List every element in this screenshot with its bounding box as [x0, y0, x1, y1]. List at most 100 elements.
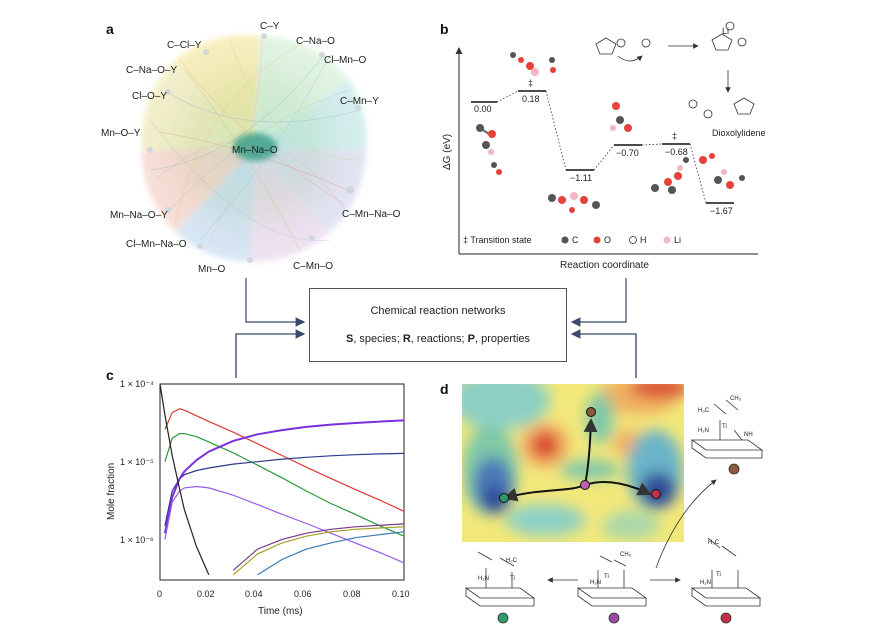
panel-c: c 1 × 10⁻⁴ 1 × 10⁻⁵ 1 × 10⁻⁶ 0 0.02 0.04…: [106, 367, 410, 617]
crn-r-text: , reactions;: [410, 333, 468, 345]
y-tick-1: 1 × 10⁻⁵: [120, 457, 154, 467]
legend-h: H: [640, 235, 647, 245]
legend-li-swatch: [663, 236, 671, 244]
node-label-7: Mn–O–Y: [101, 128, 141, 139]
node-label-10: Mn–O: [198, 264, 225, 275]
dioxolylidene-label: Dioxolylidene: [712, 128, 766, 138]
node-label-11: C–Mn–O: [293, 261, 333, 272]
molecule-5: [699, 153, 745, 189]
x-axis-label: Reaction coordinate: [560, 260, 649, 271]
crn-p: P: [467, 333, 475, 345]
network-node-dots: [147, 33, 361, 263]
molecule-0: [476, 124, 502, 175]
panel-a-letter: a: [106, 21, 114, 37]
panel-b: b ΔG (eV) Reaction coordinate 0.00 0.18 …: [440, 21, 766, 271]
x-tick-1: 0.02: [197, 589, 215, 599]
crn-s-text: , species;: [353, 333, 403, 345]
plot-y-label: Mole fraction: [106, 463, 117, 520]
panel-d-letter: d: [440, 381, 449, 397]
legend-o-swatch: [593, 236, 601, 244]
surface-structures: [464, 399, 764, 607]
chem-h3c-brown: H₃C: [698, 408, 710, 414]
energy-levels: [471, 90, 734, 204]
surface-brown: [690, 399, 764, 459]
level-5-label: −1.67: [710, 206, 733, 216]
crn-s: S: [345, 333, 354, 345]
legend-h-swatch: [629, 236, 637, 244]
ts-mark-2: ‡: [672, 131, 677, 141]
crn-r: R: [402, 333, 411, 345]
scheme-products: [688, 97, 755, 119]
ts-mark-1: ‡: [528, 78, 533, 88]
panel-b-letter: b: [440, 21, 449, 37]
central-cluster: [233, 133, 277, 161]
x-tick-3: 0.06: [294, 589, 312, 599]
chem-ti-purple: Ti: [604, 574, 609, 580]
level-4-label: −0.68: [665, 147, 688, 157]
crn-title: Chemical reaction networks: [370, 305, 506, 317]
level-0-label: 0.00: [474, 104, 492, 114]
site-purple-badge: [608, 612, 620, 624]
crn-p-text: , properties: [475, 333, 531, 345]
surface-purple: [576, 555, 648, 607]
scheme-reactants: [595, 37, 651, 62]
legend-li: Li: [674, 235, 681, 245]
node-label-center: Mn–Na–O: [232, 145, 278, 156]
surface-red: [690, 537, 762, 607]
x-tick-4: 0.08: [343, 589, 361, 599]
node-label-12: C–Mn–Na–O: [342, 209, 401, 220]
molecule-4: [651, 157, 689, 194]
y-axis-label: ΔG (eV): [442, 134, 453, 170]
level-3-label: −0.70: [616, 148, 639, 158]
plot-y-ticks: 1 × 10⁻⁴ 1 × 10⁻⁵ 1 × 10⁻⁶: [120, 379, 154, 545]
plot-series-6: [232, 523, 405, 571]
reaction-scheme: Li Dioxolylidene: [595, 21, 766, 138]
legend-ts: ‡ Transition state: [463, 235, 532, 245]
node-label-9: Cl–Mn–Na–O: [126, 239, 187, 250]
plot-x-label: Time (ms): [258, 606, 303, 617]
site-purple-marker: [580, 480, 590, 490]
legend-c: C: [572, 235, 579, 245]
chem-h2n-brown: H₂N: [698, 428, 709, 434]
crn-box: Chemical reaction networks S, species; R…: [309, 288, 567, 362]
x-tick-2: 0.04: [245, 589, 263, 599]
molecule-structures: [476, 52, 745, 213]
node-label-1: C–Na–O: [296, 36, 335, 47]
node-label-3: C–Mn–Y: [340, 96, 379, 107]
panel-a: a: [101, 21, 401, 275]
chem-h2n-red: H₂N: [700, 580, 711, 586]
site-green-marker: [499, 493, 509, 503]
scheme-li-label: Li: [722, 26, 729, 36]
x-tick-0: 0: [157, 589, 162, 599]
chem-ch3-purple: CH₃: [620, 552, 632, 558]
surface-green: [464, 551, 536, 607]
plot-series-3: [163, 419, 405, 534]
site-red-marker: [651, 489, 661, 499]
chem-h2c-green: H₂C: [506, 558, 518, 564]
panel-d: d: [440, 381, 764, 624]
x-tick-5: 0.10: [392, 589, 410, 599]
chem-ti-brown: Ti: [722, 424, 727, 430]
energy-connectors: [496, 90, 707, 204]
panel-d-arrows: [547, 479, 717, 583]
plot-series-5: [159, 383, 210, 576]
network-edges: [149, 37, 361, 251]
plot-frame: [159, 383, 405, 581]
scheme-li-complex: Li: [711, 21, 747, 51]
site-red-badge: [720, 612, 732, 624]
y-tick-0: 1 × 10⁻⁴: [120, 379, 154, 389]
level-1-label: 0.18: [522, 94, 540, 104]
chem-ch3-brown: CH₃: [730, 396, 742, 402]
plot-lines: [159, 383, 405, 576]
plot-series-8: [257, 531, 405, 576]
node-label-4: C–Cl–Y: [167, 40, 202, 51]
plot-series-1: [164, 433, 405, 537]
panel-c-letter: c: [106, 367, 114, 383]
chem-h3c-red: H₃C: [708, 540, 720, 546]
plot-series-7: [232, 526, 405, 576]
node-label-2: Cl–Mn–O: [324, 55, 366, 66]
chem-nh-brown: NH: [744, 432, 753, 438]
y-tick-2: 1 × 10⁻⁶: [120, 535, 154, 545]
site-brown-badge: [728, 463, 740, 475]
node-label-8: Mn–Na–O–Y: [110, 210, 168, 221]
